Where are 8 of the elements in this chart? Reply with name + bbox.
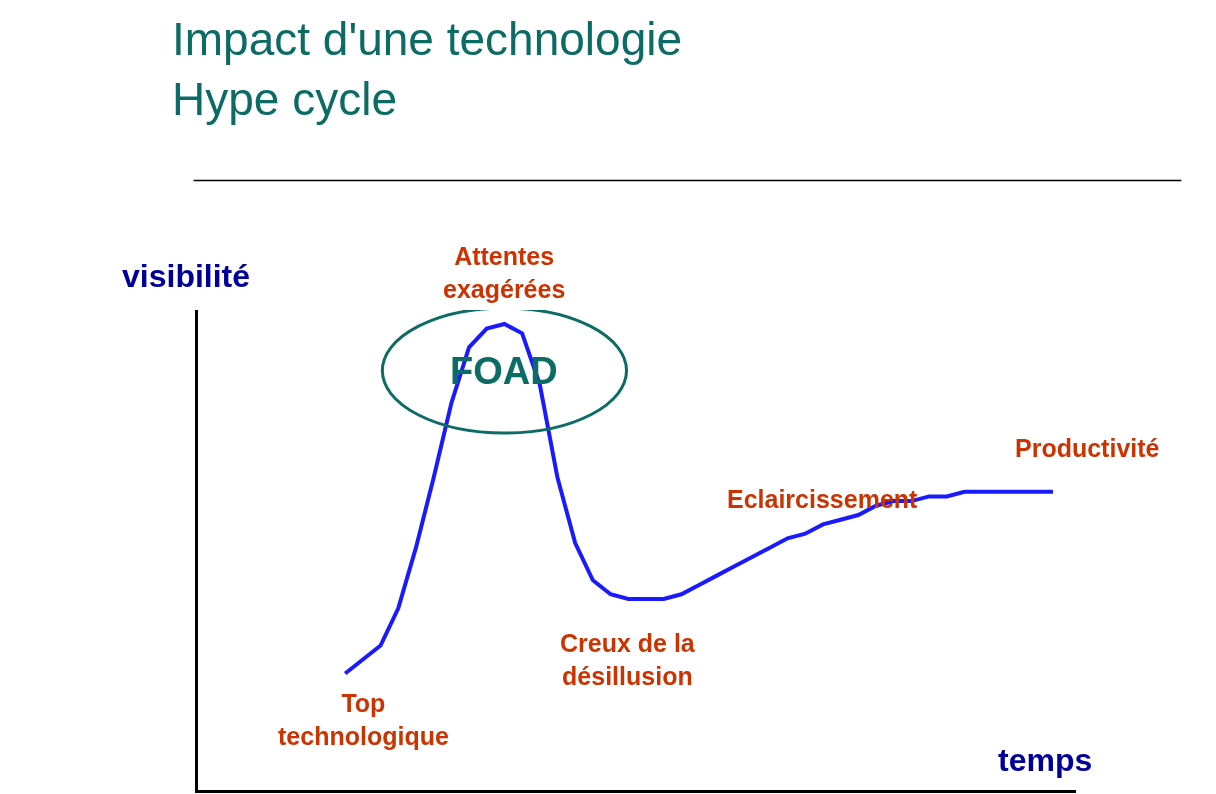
text: Attentes exagérées [443, 242, 566, 303]
annotation: Creux de la désillusion [560, 629, 696, 690]
annotation: Eclaircissement [727, 485, 919, 513]
x-axis-title: temps [998, 742, 1093, 778]
chart-title: Impact d'une technologie Hype cycle [172, 13, 683, 125]
annotation: Productivité [1015, 434, 1160, 462]
annotation: Top technologique [278, 689, 449, 750]
y-axis-title: visibilité [122, 258, 251, 294]
